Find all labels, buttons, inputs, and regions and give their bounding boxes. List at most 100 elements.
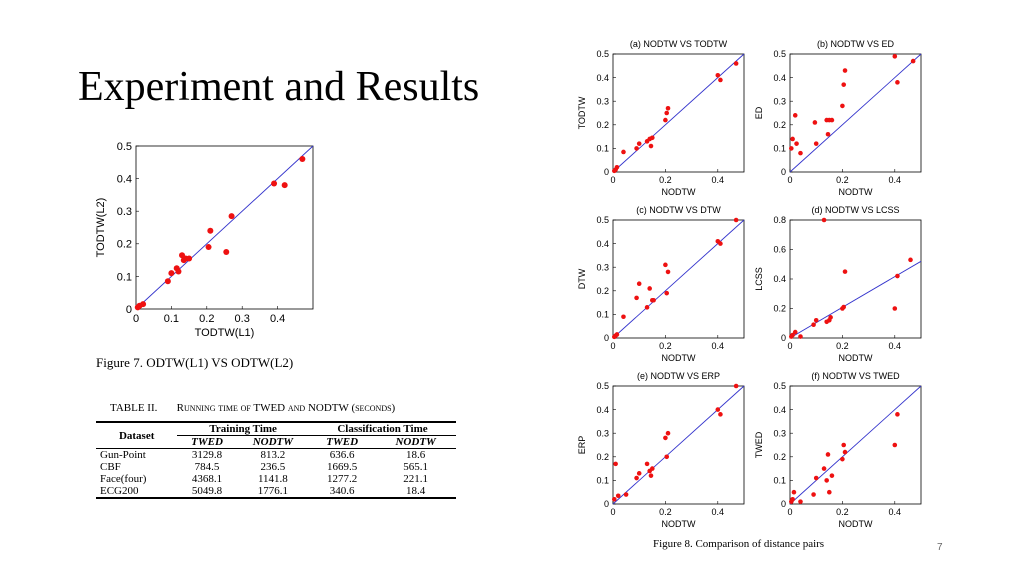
y-tick-label: 0.8: [773, 215, 786, 225]
x-tick-label: 0.2: [836, 175, 849, 185]
table-group-classification: Classification Time: [308, 422, 456, 436]
y-axis-label: ERP: [577, 436, 587, 455]
data-point: [821, 466, 827, 471]
data-point: [614, 332, 620, 337]
data-point: [186, 255, 193, 262]
y-tick-label: 0.5: [773, 49, 786, 59]
x-tick-label: 0.4: [889, 507, 902, 517]
y-tick-label: 0.1: [596, 310, 609, 320]
data-point: [813, 475, 819, 481]
data-point: [168, 270, 175, 277]
y-tick-label: 0.2: [773, 452, 786, 462]
data-point: [718, 412, 723, 417]
y-tick-label: 0.1: [773, 476, 786, 486]
table-cell: 3129.8: [191, 449, 223, 461]
y-tick-label: 0.5: [596, 49, 609, 59]
y-tick-label: 0.2: [596, 120, 609, 130]
table-cell: Gun-Point: [100, 449, 146, 461]
data-point: [205, 244, 212, 251]
y-tick-label: 0.5: [117, 141, 132, 153]
data-point: [895, 412, 900, 417]
data-point: [648, 143, 654, 149]
y-axis-label: LCSS: [754, 267, 764, 291]
data-point: [223, 248, 230, 255]
figure-7-caption: Figure 7. ODTW(L1) VS ODTW(L2): [96, 355, 294, 370]
y-axis-label: ED: [754, 106, 764, 119]
table-cell: 5049.8: [191, 485, 223, 497]
data-point: [651, 297, 656, 303]
x-tick-label: 0.4: [270, 313, 285, 325]
runtime-table-block: TABLE II. Running time of TWED and NODTW…: [96, 402, 456, 499]
data-point: [792, 113, 798, 118]
x-tick-label: 0.2: [659, 341, 672, 351]
y-axis-label: TODTW: [577, 96, 587, 129]
data-point: [613, 461, 618, 467]
y-tick-label: 0.4: [596, 239, 609, 249]
data-point: [664, 290, 670, 296]
data-point: [840, 103, 845, 109]
y-tick-label: 0: [604, 167, 609, 177]
data-point: [828, 315, 833, 320]
data-point: [665, 430, 671, 436]
data-point: [650, 135, 655, 141]
data-point: [825, 131, 831, 137]
data-point: [665, 269, 671, 275]
slide-title: Experiment and Results: [78, 64, 480, 110]
data-point: [207, 227, 214, 234]
table-caption: TABLE II. Running time of TWED and NODTW…: [110, 402, 456, 414]
data-point: [792, 329, 798, 335]
x-tick-label: 0.3: [235, 313, 250, 325]
data-point: [908, 257, 913, 263]
data-point: [841, 304, 847, 310]
table-subheader: TWED: [177, 435, 237, 449]
chart-title: (a) NODTW VS TODTW: [630, 39, 728, 49]
table-cell: 565.1: [403, 461, 429, 473]
table-cell: Face(four): [100, 473, 147, 485]
data-point: [636, 281, 642, 287]
figure-8b-chart: 0 0.2 0.4 0 0.1 0.2 0.3 0.4 0.5 NODTW ED (b) NODTW …: [754, 39, 922, 197]
table-cell: 4368.1: [191, 473, 223, 485]
data-point: [664, 110, 670, 116]
y-tick-label: 0.4: [773, 274, 786, 284]
x-tick-label: 0.4: [889, 341, 902, 351]
reference-line: [612, 385, 745, 505]
y-tick-label: 0.4: [596, 405, 609, 415]
table-cell: 221.1: [403, 473, 429, 485]
x-tick-label: 0.2: [836, 507, 849, 517]
data-point: [634, 146, 639, 151]
data-point: [647, 286, 652, 291]
data-point: [812, 120, 818, 125]
data-point: [665, 105, 671, 111]
runtime-table: Dataset Training Time Classification Tim…: [96, 421, 456, 499]
data-point: [813, 318, 819, 323]
table-cell: 784.5: [194, 461, 220, 473]
x-tick-label: 0: [610, 175, 615, 185]
data-point: [663, 435, 668, 441]
figure-8-caption: Figure 8. Comparison of distance pairs: [653, 538, 825, 550]
x-axis-label: NODTW: [839, 519, 873, 529]
y-tick-label: 0: [126, 304, 132, 316]
y-tick-label: 0.3: [596, 262, 609, 272]
data-point: [811, 492, 816, 497]
table-cell: 813.2: [260, 449, 286, 461]
x-tick-label: 0.4: [712, 341, 725, 351]
x-tick-label: 0: [787, 341, 792, 351]
x-tick-label: 0.4: [712, 507, 725, 517]
data-point: [895, 80, 900, 85]
data-point: [813, 141, 819, 146]
data-point: [841, 442, 847, 448]
table-cell: 236.5: [260, 461, 286, 473]
figure-8d-chart: 0 0.2 0.4 0 0.2 0.4 0.6 0.8 NODTW LCSS (d) NODTW V…: [754, 205, 922, 363]
table-subheader: NODTW: [375, 435, 456, 449]
data-point: [791, 489, 797, 495]
data-point: [718, 241, 723, 246]
x-tick-label: 0.2: [836, 341, 849, 351]
data-point: [228, 213, 235, 220]
data-point: [842, 68, 848, 73]
data-point: [623, 492, 629, 497]
x-tick-label: 0.2: [659, 175, 672, 185]
y-tick-label: 0.3: [596, 428, 609, 438]
chart-title: (c) NODTW VS DTW: [636, 205, 721, 215]
y-tick-label: 0.2: [773, 120, 786, 130]
x-tick-label: 0: [133, 313, 139, 325]
